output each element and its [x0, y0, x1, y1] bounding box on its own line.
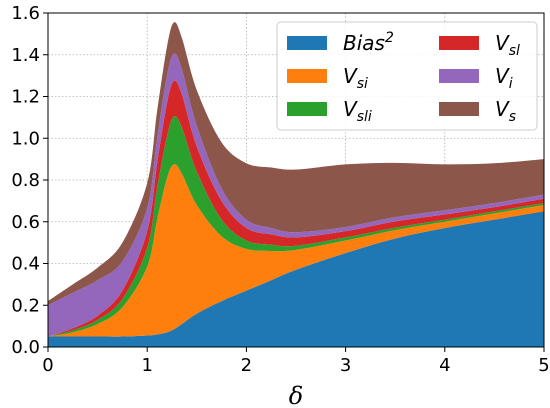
legend: Bias2 Vsi Vsli Vsl Vi Vs [276, 21, 538, 131]
axis-ticks: 0 1 2 3 4 5 0.0 0.2 0.4 0.6 0.8 1.0 1.2 1.4 1.6 [11, 3, 549, 376]
legend-swatch-vsl [439, 36, 479, 50]
legend-label-vs: Vs [495, 97, 516, 125]
y-tick-label: 0.2 [11, 295, 40, 316]
x-tick-label: 4 [439, 355, 450, 376]
area-vsi [48, 164, 544, 337]
legend-swatch-vs [439, 102, 479, 116]
legend-label-vsl: Vsl [495, 31, 520, 59]
legend-label-bias2: Bias2 [343, 30, 394, 55]
area-bias2 [48, 211, 544, 347]
area-vs [48, 22, 544, 306]
x-tick-label: 1 [141, 355, 152, 376]
legend-swatch-vsli [287, 102, 327, 116]
legend-label-vsli: Vsli [343, 97, 372, 125]
y-tick-label: 1.6 [11, 3, 40, 24]
y-tick-label: 0.8 [11, 170, 40, 191]
y-tick-label: 0.6 [11, 212, 40, 233]
y-tick-label: 1.0 [11, 128, 40, 149]
x-tick-label: 5 [538, 355, 549, 376]
x-axis-label: δ [289, 382, 303, 408]
y-tick-label: 0.0 [11, 337, 40, 358]
legend-swatch-vsi [287, 69, 327, 83]
legend-label-vsi: Vsi [343, 64, 368, 92]
area-vi [48, 53, 544, 337]
y-tick-label: 1.4 [11, 45, 40, 66]
y-tick-label: 0.4 [11, 254, 40, 275]
x-tick-label: 3 [340, 355, 351, 376]
legend-label-vi: Vi [495, 64, 513, 92]
y-tick-label: 1.2 [11, 87, 40, 108]
stacked-areas [48, 22, 544, 347]
legend-swatch-bias2 [287, 36, 327, 50]
x-tick-label: 2 [241, 355, 252, 376]
x-tick-label: 0 [42, 355, 53, 376]
legend-swatch-vi [439, 69, 479, 83]
